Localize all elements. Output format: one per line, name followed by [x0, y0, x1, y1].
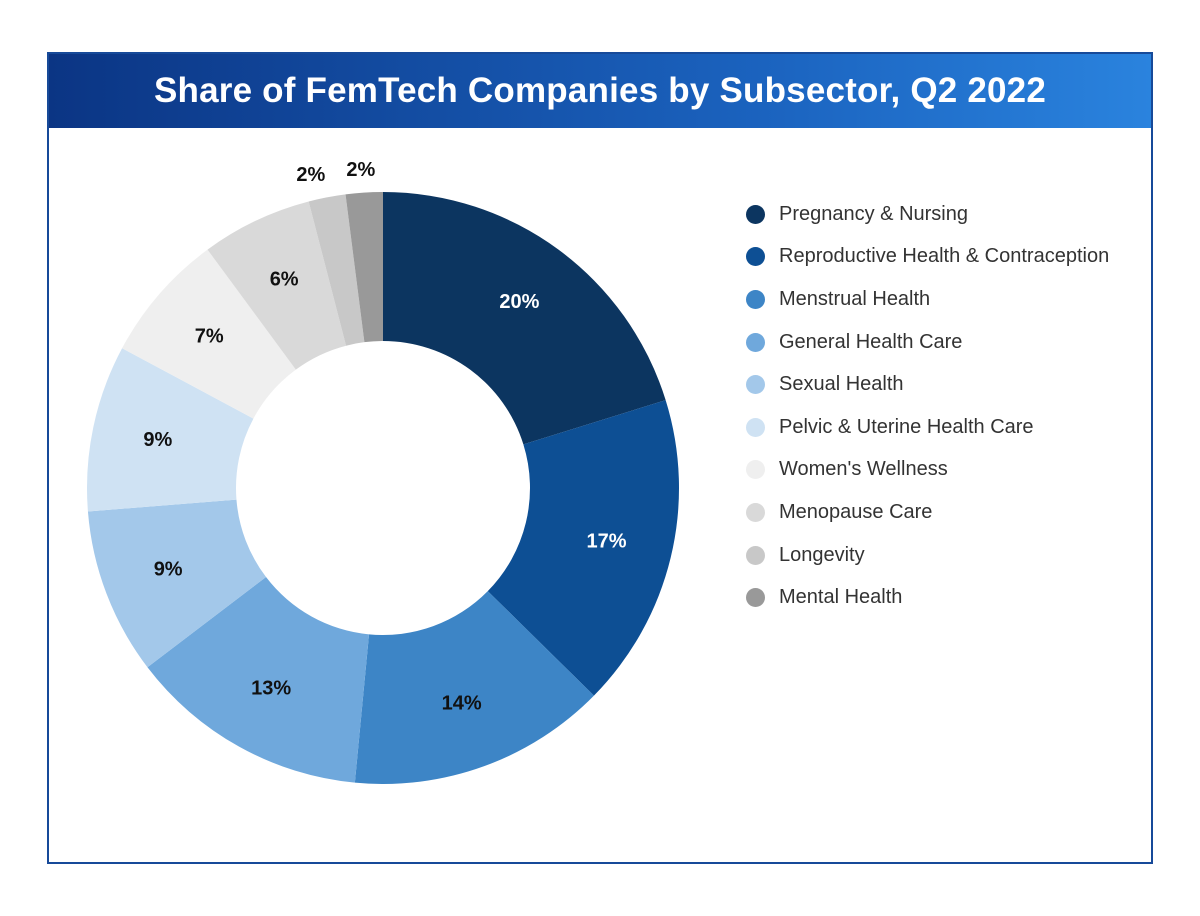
legend-label-1: Reproductive Health & Contraception — [779, 245, 1110, 268]
legend-label-9: Mental Health — [779, 586, 903, 609]
slice-4 — [87, 499, 267, 668]
data-label-5: 9% — [143, 429, 172, 451]
data-label-0: 20% — [499, 291, 539, 313]
legend-item-9: Mental Health — [746, 576, 1109, 619]
legend-item-6: Women's Wellness — [746, 449, 1109, 492]
slice-9 — [345, 192, 383, 343]
slice-7 — [207, 201, 347, 370]
data-label-2: 14% — [442, 692, 482, 714]
data-label-6: 7% — [195, 326, 224, 348]
legend-label-6: Women's Wellness — [779, 458, 948, 481]
legend-item-0: Pregnancy & Nursing — [746, 193, 1109, 236]
legend-label-7: Menopause Care — [779, 500, 933, 523]
slice-8 — [308, 194, 365, 346]
legend-swatch-8 — [746, 545, 765, 565]
legend-item-5: Pelvic & Uterine Health Care — [746, 406, 1109, 449]
data-label-8: 2% — [296, 164, 325, 186]
legend-item-8: Longevity — [746, 534, 1109, 577]
data-label-9: 2% — [346, 159, 375, 181]
legend-swatch-6 — [746, 460, 765, 480]
slice-2 — [354, 591, 594, 784]
slice-5 — [87, 348, 254, 512]
legend-label-5: Pelvic & Uterine Health Care — [779, 415, 1034, 438]
slice-3 — [147, 577, 370, 783]
data-label-3: 13% — [251, 677, 291, 699]
legend-label-8: Longevity — [779, 543, 865, 566]
slice-0 — [383, 192, 666, 445]
data-label-4: 9% — [154, 558, 183, 580]
legend-swatch-2 — [746, 289, 765, 309]
chart-title: Share of FemTech Companies by Subsector,… — [153, 71, 1047, 110]
legend-item-3: General Health Care — [746, 321, 1109, 364]
slice-1 — [487, 400, 679, 696]
legend-label-2: Menstrual Health — [779, 287, 931, 310]
legend-item-7: Menopause Care — [746, 491, 1109, 534]
legend-swatch-3 — [746, 332, 765, 352]
legend-swatch-5 — [746, 417, 765, 437]
legend-label-4: Sexual Health — [779, 373, 904, 396]
legend-swatch-0 — [746, 204, 765, 224]
title-bar: Share of FemTech Companies by Subsector,… — [49, 54, 1151, 128]
legend-label-3: General Health Care — [779, 330, 963, 353]
legend-swatch-4 — [746, 375, 765, 395]
slice-6 — [122, 249, 296, 419]
legend-item-1: Reproductive Health & Contraception — [746, 236, 1109, 279]
legend-item-4: Sexual Health — [746, 363, 1109, 406]
data-label-1: 17% — [587, 531, 627, 553]
legend: Pregnancy & Nursing Reproductive Health &… — [746, 193, 1109, 619]
legend-swatch-1 — [746, 247, 765, 267]
legend-item-2: Menstrual Health — [746, 278, 1109, 321]
legend-swatch-9 — [746, 588, 765, 608]
legend-label-0: Pregnancy & Nursing — [779, 202, 968, 225]
legend-swatch-7 — [746, 502, 765, 522]
data-label-7: 6% — [270, 269, 299, 291]
